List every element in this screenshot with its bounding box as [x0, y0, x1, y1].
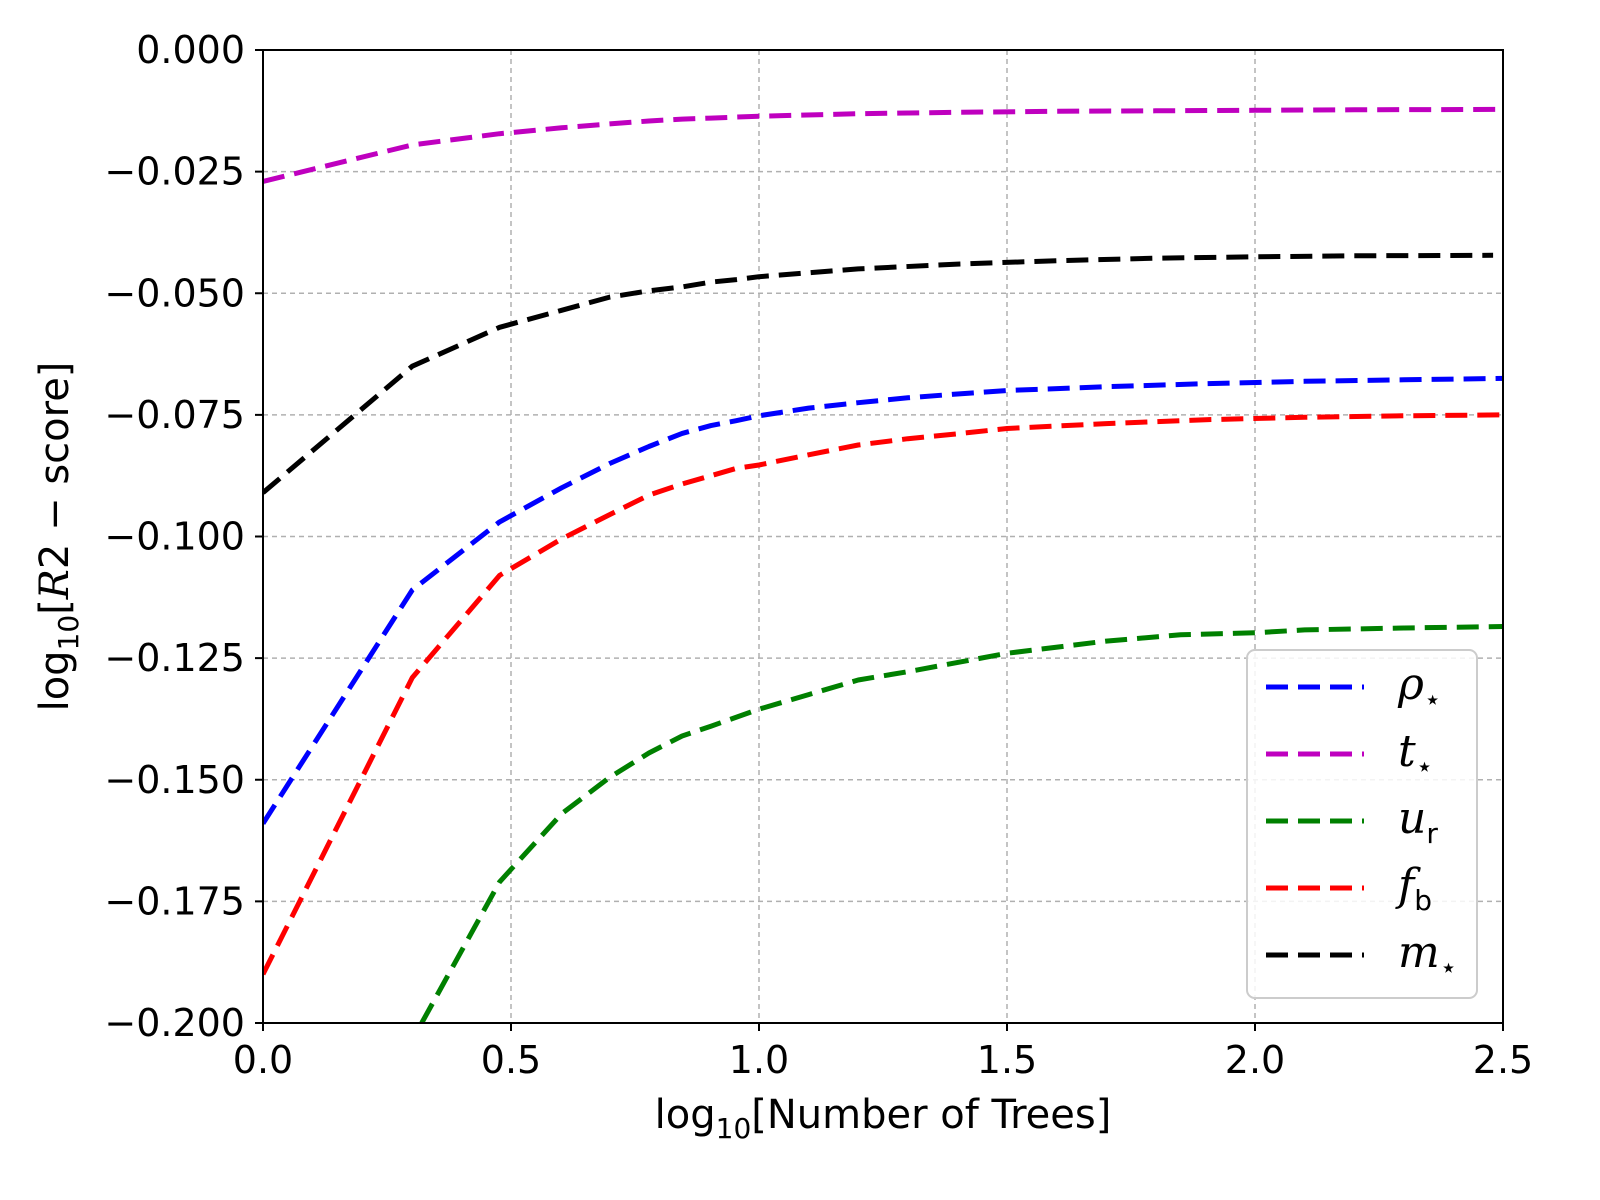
series-layer — [263, 106, 1503, 1023]
series-line-fb — [263, 412, 1503, 976]
legend-entry-label: m⋆ — [1398, 927, 1457, 984]
x-tick-label: 2.0 — [1225, 1038, 1285, 1082]
y-tick-label: −0.125 — [104, 636, 245, 680]
axis-ticks: 0.0 0.5 1.0 1.5 2.0 2.5 0.000 −0.025 −0.050 −0.07… — [104, 28, 1533, 1082]
legend-entry-label: t⋆ — [1398, 726, 1433, 783]
x-axis-label: log10[Number of Trees] — [655, 1092, 1112, 1145]
legend-box — [1246, 649, 1478, 999]
series-line-m⋆ — [263, 252, 1494, 495]
y-tick-label: −0.050 — [104, 271, 245, 315]
x-tick-label: 1.0 — [729, 1038, 789, 1082]
y-tick-label: −0.025 — [104, 150, 245, 194]
y-tick-label: −0.075 — [104, 393, 245, 437]
legend-entry-label: ur — [1398, 793, 1438, 850]
x-tick-label: 2.5 — [1473, 1038, 1533, 1082]
legend-entry-label: ρ⋆ — [1397, 659, 1441, 716]
x-tick-label: 0.0 — [233, 1038, 293, 1082]
y-tick-label: −0.150 — [104, 758, 245, 802]
y-tick-label: −0.200 — [104, 1001, 245, 1045]
y-tick-label: −0.175 — [104, 879, 245, 923]
y-tick-label: 0.000 — [136, 28, 245, 72]
series-line-ρ⋆ — [263, 375, 1503, 825]
y-axis-label: log10[R2 − score] — [32, 362, 85, 712]
series-line-ur — [419, 624, 1503, 1023]
y-tick-label: −0.100 — [104, 515, 245, 559]
x-tick-label: 0.5 — [481, 1038, 541, 1082]
series-line-t⋆ — [263, 106, 1503, 184]
x-tick-label: 1.5 — [977, 1038, 1037, 1082]
